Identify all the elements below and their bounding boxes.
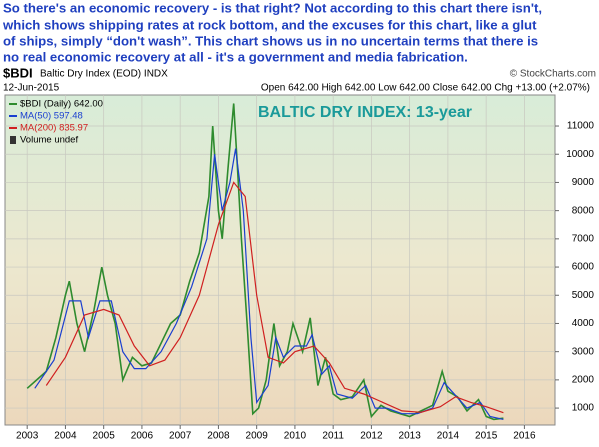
index-name: Baltic Dry Index (EOD) INDX [40, 69, 168, 80]
y-tick-label: 1000 [572, 403, 595, 414]
source: © StockCharts.com [510, 69, 596, 80]
x-tick-label: 2006 [131, 431, 154, 442]
plot-area [4, 94, 556, 426]
x-tick-label: 2010 [284, 431, 307, 442]
y-tick-label: 8000 [572, 205, 595, 216]
date: 12-Jun-2015 [3, 83, 60, 94]
legend-label: MA(50) 597.48 [20, 111, 83, 122]
quote: Open 642.00 High 642.00 Low 642.00 Close… [261, 83, 590, 94]
annotation-line: which shows shipping rates at rock botto… [2, 17, 537, 32]
y-tick-label: 10000 [566, 149, 594, 160]
x-tick-label: 2016 [513, 431, 536, 442]
series-line [34, 148, 504, 420]
x-tick-label: 2005 [93, 431, 116, 442]
x-tick-label: 2013 [399, 431, 422, 442]
y-tick-label: 3000 [572, 346, 595, 357]
series-line [45, 181, 504, 414]
x-tick-label: 2003 [16, 431, 39, 442]
annotation-line: So there's an economic recovery - is tha… [3, 0, 542, 15]
y-tick-label: 9000 [572, 177, 595, 188]
x-tick-label: 2014 [437, 431, 460, 442]
legend-swatch [10, 136, 16, 144]
y-tick-label: 6000 [572, 262, 595, 273]
annotation-line: no real economic recovery at all - it's … [3, 49, 468, 64]
x-tick-label: 2011 [322, 431, 344, 442]
series-line [26, 103, 504, 421]
legend-label: MA(200) 835.97 [20, 123, 88, 134]
y-tick-label: 2000 [572, 375, 595, 386]
y-tick-label: 4000 [572, 318, 595, 329]
x-tick-label: 2007 [169, 431, 192, 442]
annotation-line: of ships, simply “don't wash”. This char… [3, 33, 538, 48]
x-tick-label: 2009 [246, 431, 269, 442]
y-tick-label: 7000 [572, 233, 595, 244]
y-tick-label: 11000 [567, 121, 595, 132]
legend-label: $BDI (Daily) 642.00 [20, 99, 103, 110]
x-tick-label: 2015 [475, 431, 498, 442]
chart-title: BALTIC DRY INDEX: 13-year [258, 104, 472, 121]
x-tick-label: 2004 [54, 431, 77, 442]
symbol: $BDI [3, 65, 33, 80]
x-tick-label: 2012 [360, 431, 383, 442]
legend-label: Volume undef [20, 135, 78, 146]
y-tick-label: 5000 [572, 290, 595, 301]
x-tick-label: 2008 [207, 431, 230, 442]
